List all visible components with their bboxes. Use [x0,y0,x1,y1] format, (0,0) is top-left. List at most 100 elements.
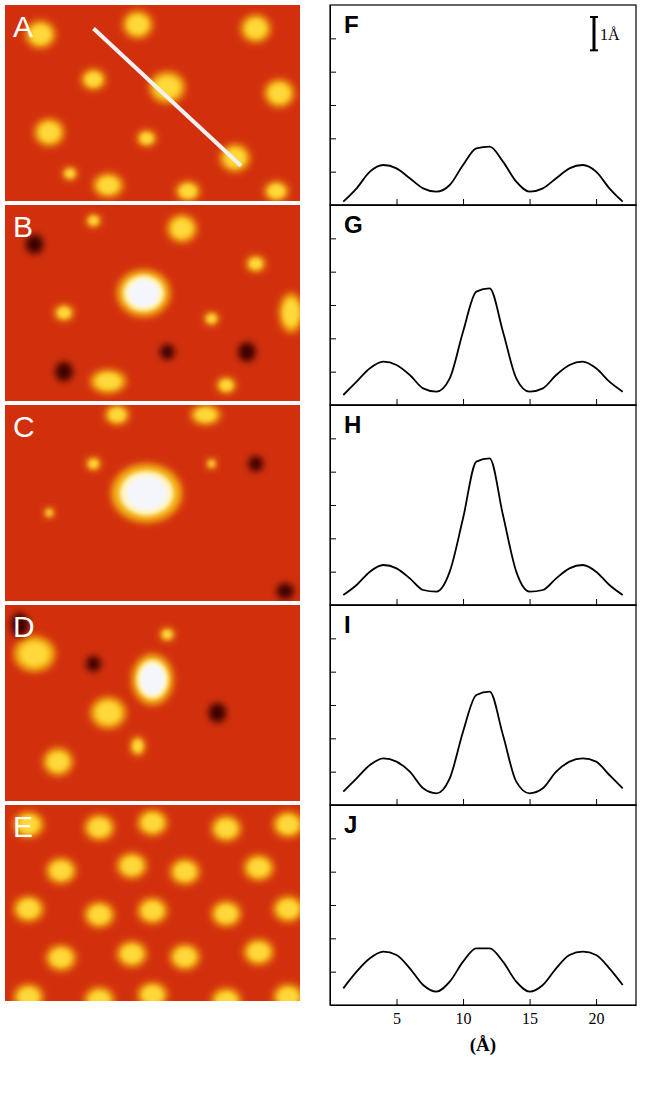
image-ground [5,605,300,801]
blob [167,215,197,242]
blob-core [196,408,215,421]
tick [330,972,336,973]
tick-mark [463,199,464,205]
bright-blob [120,471,173,515]
blob [45,508,54,517]
blob [212,988,242,1001]
plot-area [343,288,622,395]
tick-mark [330,772,336,773]
blob-core [58,308,70,318]
profile-panel: H [330,405,637,606]
tick-mark [330,338,336,339]
blob-core [217,905,236,922]
blob [85,815,115,840]
tick [596,599,597,605]
y-axis [330,406,336,606]
blob-core [279,989,298,1001]
blob-core [122,857,141,874]
frame [330,605,636,805]
tick [330,172,336,173]
dark-spot [248,456,263,472]
dark-spot [238,342,256,362]
tick [330,938,336,939]
blob [63,167,77,180]
y-axis [330,606,336,806]
tick [330,72,336,73]
blob [91,370,126,394]
panel-letter: F [344,11,359,38]
scale-bar-line [593,17,596,50]
blob [91,697,126,728]
tick-mark [330,472,336,473]
blob-core [180,185,195,198]
y-axis [330,6,336,206]
blob [132,654,173,705]
blob [170,944,200,969]
blob-core [19,989,38,1001]
blob [85,987,115,1001]
tick-mark [330,238,336,239]
tick-mark [596,399,597,405]
blob [111,464,182,523]
tick [463,799,464,805]
profile-line [343,692,622,794]
panel-letter: D [13,610,35,643]
tick-mark [596,999,597,1005]
tick [397,399,398,405]
tick [330,872,336,873]
tick [330,638,336,639]
frame [330,205,636,405]
tick-mark [330,538,336,539]
panel-letter: B [13,210,33,243]
plot-area [343,147,622,202]
tick-mark [397,599,398,605]
dark-spot [160,344,175,360]
tick-mark [330,438,336,439]
blob-core [51,862,70,879]
blob-core [89,217,98,225]
scale-bar-label: 1Å [600,26,620,43]
tick [330,38,336,39]
tick [330,572,336,573]
blob-core [172,220,191,238]
tick [397,799,398,805]
blob-core [249,859,268,876]
image-ground [5,5,300,201]
frame [330,805,636,1005]
x-axis: 5101520 [331,999,637,1027]
tick [330,338,336,339]
plot-area [343,692,622,794]
tick-mark [397,199,398,205]
blob-core [279,901,298,918]
blob [117,941,147,966]
blob [191,405,221,425]
tick [596,799,597,805]
blob-core [19,901,38,918]
tick-label: 20 [589,1010,605,1027]
profile-line [94,29,242,166]
tick-label: 10 [456,1010,472,1027]
tick [330,472,336,473]
bright-blob [137,660,168,698]
tick [330,238,336,239]
blob-core [283,300,298,325]
blob-core [40,123,59,141]
blob [131,737,145,756]
tick-mark [330,505,336,506]
blob [138,982,168,1001]
tick [330,438,336,439]
tick: 15 [522,999,538,1027]
tick-mark [330,672,336,673]
tick [330,772,336,773]
blob-core [86,73,101,86]
tick-mark [530,599,531,605]
tick-mark [330,572,336,573]
tick [397,599,398,605]
profile-line [343,948,622,991]
tick [330,305,336,306]
tick [463,599,464,605]
tick [330,105,336,106]
blob-core [143,903,162,920]
tick [330,505,336,506]
blob [246,256,265,272]
